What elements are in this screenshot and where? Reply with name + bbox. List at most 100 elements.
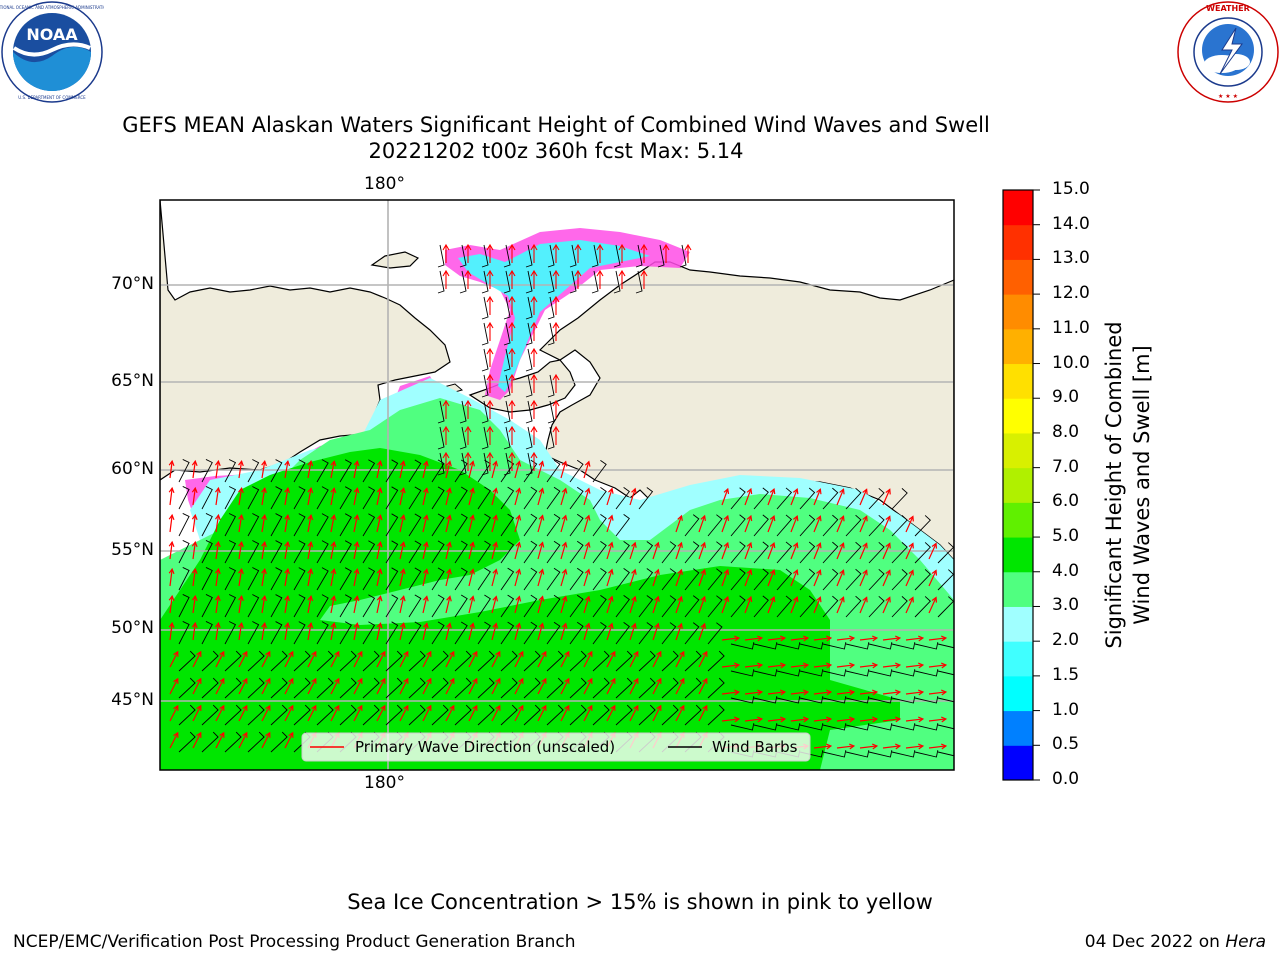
wind-barb (891, 669, 916, 677)
wind-barb (293, 621, 306, 645)
wind-barb (707, 514, 723, 537)
wind-barb (546, 486, 561, 510)
wind-barb (500, 567, 515, 591)
wave-direction-arrowhead (908, 569, 914, 576)
wind-barb (546, 540, 561, 564)
wind-barb (523, 513, 538, 537)
wave-direction-arrowhead (908, 596, 914, 603)
wind-barb (730, 514, 746, 537)
wave-direction-arrow (508, 347, 516, 367)
wave-direction-arrow (353, 623, 358, 641)
wave-direction-arrowhead (426, 677, 432, 684)
wave-direction-arrowhead (353, 622, 360, 629)
wind-barb (635, 244, 643, 268)
wave-direction-arrow (859, 718, 877, 722)
wave-direction-arrowhead (238, 567, 244, 575)
wind-barb (615, 487, 630, 510)
wave-direction-arrow (537, 542, 544, 560)
wave-direction-arrow (859, 691, 877, 695)
wave-direction-arrowhead (584, 595, 591, 602)
wave-direction-arrow (376, 623, 382, 641)
wave-direction-arrow (376, 651, 386, 668)
wind-barb (201, 621, 213, 645)
wave-direction-arrow (560, 705, 570, 722)
wave-direction-arrow (399, 542, 405, 560)
wind-barb (431, 540, 445, 564)
wave-direction-arrowhead (561, 487, 568, 494)
lon-label-bottom: 180° (364, 773, 405, 793)
wave-direction-arrowhead (610, 650, 616, 657)
wave-direction-arrowhead (353, 514, 360, 521)
wave-direction-arrow (744, 515, 752, 533)
wave-direction-arrow (675, 569, 683, 587)
wave-direction-arrowhead (700, 568, 707, 575)
wind-barb (523, 459, 538, 483)
wave-direction-arrow (767, 542, 775, 560)
lat-label-70: 70°N (111, 274, 154, 294)
wind-barb (657, 244, 665, 268)
wave-direction-arrow (169, 651, 179, 668)
wave-direction-arrowhead (191, 513, 198, 521)
wave-direction-arrow (560, 596, 567, 614)
wind-barb (437, 426, 445, 450)
wind-barb (891, 696, 916, 704)
wave-direction-arrowhead (885, 569, 891, 576)
wind-barb (546, 650, 564, 672)
wind-barb (776, 487, 793, 510)
colorbar-tick-label: 1.0 (1052, 699, 1080, 720)
wave-direction-arrowhead (908, 515, 914, 522)
wind-barb (914, 696, 939, 704)
wave-direction-arrowhead (700, 541, 707, 548)
wave-direction-arrowhead (587, 677, 593, 684)
wind-barb (503, 296, 511, 320)
wind-barb (891, 569, 908, 591)
colorbar-tick-label: 13.0 (1052, 248, 1090, 269)
wave-direction-arrow (353, 461, 358, 479)
wave-direction-arrow (215, 488, 220, 506)
wave-direction-arrowhead (261, 594, 267, 602)
colorbar-tick-label: 15.0 (1052, 179, 1090, 199)
wind-barb (270, 486, 283, 510)
wind-barb (776, 541, 793, 564)
colorbar-tick-label: 1.5 (1052, 664, 1080, 685)
wave-direction-arrow (882, 597, 891, 614)
wave-direction-arrowhead (399, 595, 406, 602)
wave-direction-arrowhead (826, 743, 833, 750)
wave-direction-arrowhead (587, 650, 593, 657)
wind-barb (500, 540, 515, 564)
wave-direction-arrow (445, 542, 451, 560)
wind-barb (547, 374, 555, 398)
wave-direction-arrow (284, 651, 294, 668)
wave-direction-arrowhead (633, 677, 639, 684)
wave-direction-arrow (353, 596, 358, 614)
wind-barb (799, 487, 816, 510)
wave-direction-arrowhead (284, 487, 291, 494)
wave-direction-arrow (514, 678, 524, 695)
wind-barb (247, 731, 265, 753)
wave-direction-arrow (169, 732, 179, 749)
wave-direction-arrowhead (679, 677, 685, 684)
wave-direction-arrowhead (862, 542, 868, 549)
wave-direction-arrow (675, 678, 685, 695)
wave-direction-arrowhead (608, 622, 614, 629)
wind-barb (937, 751, 954, 757)
wave-direction-arrow (491, 705, 501, 722)
wind-barb (385, 621, 399, 645)
wave-direction-arrow (284, 569, 289, 587)
wave-direction-arrow (445, 678, 455, 695)
wave-direction-arrow (468, 515, 474, 533)
wind-barb (408, 594, 422, 618)
wave-direction-arrow (629, 542, 636, 560)
wave-direction-arrowhead (219, 650, 225, 657)
wave-direction-arrowhead (311, 650, 317, 657)
wave-direction-arrow (767, 488, 775, 506)
wave-direction-arrowhead (885, 542, 891, 549)
wave-direction-arrow (422, 623, 428, 641)
wind-barb (500, 677, 518, 699)
wind-barb (569, 594, 584, 618)
wave-direction-arrow (376, 542, 382, 560)
wave-direction-arrowhead (677, 622, 683, 629)
wind-barb (247, 513, 260, 537)
wave-direction-arrow (238, 732, 248, 749)
wave-direction-arrowhead (839, 542, 845, 549)
